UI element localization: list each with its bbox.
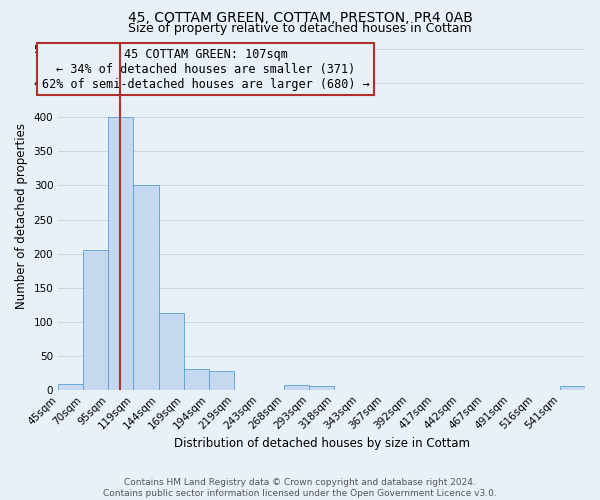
X-axis label: Distribution of detached houses by size in Cottam: Distribution of detached houses by size … bbox=[173, 437, 470, 450]
Text: Contains HM Land Registry data © Crown copyright and database right 2024.
Contai: Contains HM Land Registry data © Crown c… bbox=[103, 478, 497, 498]
Bar bbox=[158, 313, 184, 390]
Bar bbox=[83, 250, 109, 390]
Bar bbox=[309, 386, 334, 390]
Bar bbox=[284, 385, 309, 390]
Bar bbox=[209, 372, 234, 390]
Y-axis label: Number of detached properties: Number of detached properties bbox=[15, 123, 28, 309]
Bar bbox=[58, 384, 83, 390]
Bar bbox=[184, 370, 209, 390]
Text: 45 COTTAM GREEN: 107sqm
← 34% of detached houses are smaller (371)
62% of semi-d: 45 COTTAM GREEN: 107sqm ← 34% of detache… bbox=[42, 48, 370, 90]
Bar bbox=[133, 186, 158, 390]
Bar bbox=[560, 386, 585, 390]
Text: Size of property relative to detached houses in Cottam: Size of property relative to detached ho… bbox=[128, 22, 472, 35]
Text: 45, COTTAM GREEN, COTTAM, PRESTON, PR4 0AB: 45, COTTAM GREEN, COTTAM, PRESTON, PR4 0… bbox=[128, 11, 472, 25]
Bar bbox=[109, 118, 133, 390]
